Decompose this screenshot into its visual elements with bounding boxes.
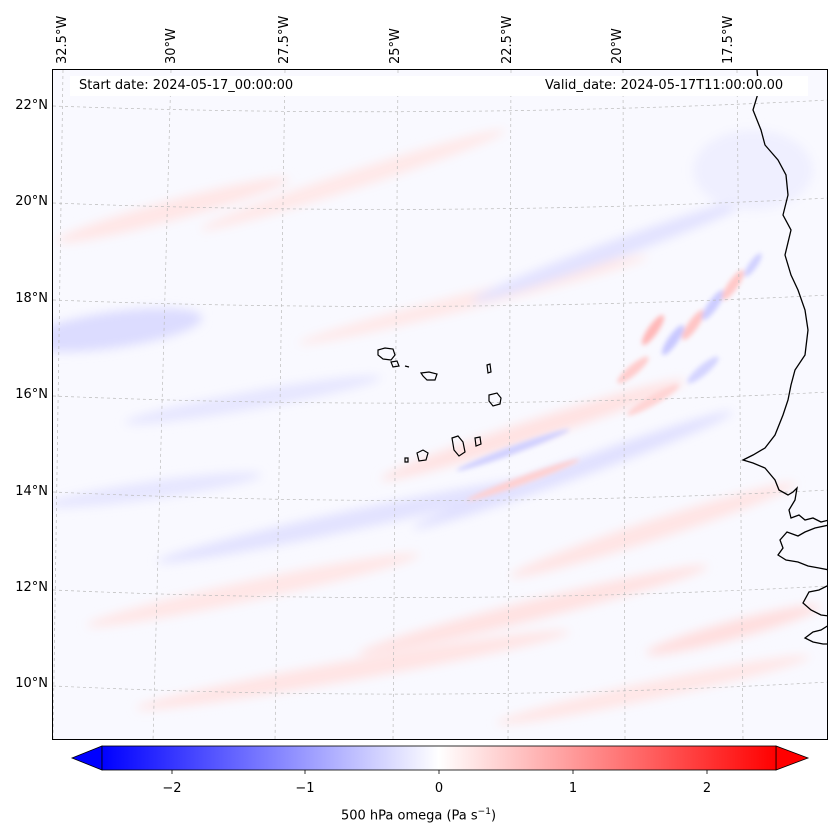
graticule <box>53 70 827 739</box>
omega-field <box>53 129 820 725</box>
map-canvas <box>53 70 827 739</box>
cabo-verde-islands <box>377 347 502 463</box>
lat-label-22n: 22°N <box>15 98 48 113</box>
colorbar-label: 500 hPa omega (Pa s−1) <box>340 807 497 824</box>
lat-label-18n: 18°N <box>15 291 48 306</box>
map-panel <box>52 69 828 740</box>
lat-label-10n: 10°N <box>15 676 48 691</box>
colorbar-tick-marks <box>171 770 708 774</box>
omega-wave-train <box>456 253 762 501</box>
lon-label-32-5w: 32.5°W <box>55 15 70 64</box>
lat-label-16n: 16°N <box>15 387 48 402</box>
lon-label-22-5w: 22.5°W <box>500 15 515 64</box>
lon-label-17-5w: 17.5°W <box>721 15 736 64</box>
lat-label-14n: 14°N <box>15 484 48 499</box>
lat-label-12n: 12°N <box>15 580 48 595</box>
colorbar-tick-neg2: −2 <box>162 781 182 796</box>
colorbar-tick-2: 2 <box>702 781 712 796</box>
colorbar-high-extend <box>775 745 810 771</box>
valid-date-label: Valid_date: 2024-05-17T11:00:00.00 <box>545 78 784 93</box>
date-header <box>70 76 808 96</box>
colorbar-tick-1: 1 <box>568 781 578 796</box>
colorbar <box>70 745 810 774</box>
lon-label-27-5w: 27.5°W <box>277 15 292 64</box>
start-date-label: Start date: 2024-05-17_00:00:00 <box>79 78 294 93</box>
colorbar-tick-neg1: −1 <box>295 781 315 796</box>
lon-label-20w: 20°W <box>610 28 625 64</box>
colorbar-bar <box>101 745 777 771</box>
africa-coastline <box>741 70 827 645</box>
lat-label-20n: 20°N <box>15 194 48 209</box>
lon-label-25w: 25°W <box>388 28 403 64</box>
lon-label-30w: 30°W <box>164 28 179 64</box>
colorbar-tick-0: 0 <box>434 781 444 796</box>
colorbar-low-extend <box>70 745 103 771</box>
